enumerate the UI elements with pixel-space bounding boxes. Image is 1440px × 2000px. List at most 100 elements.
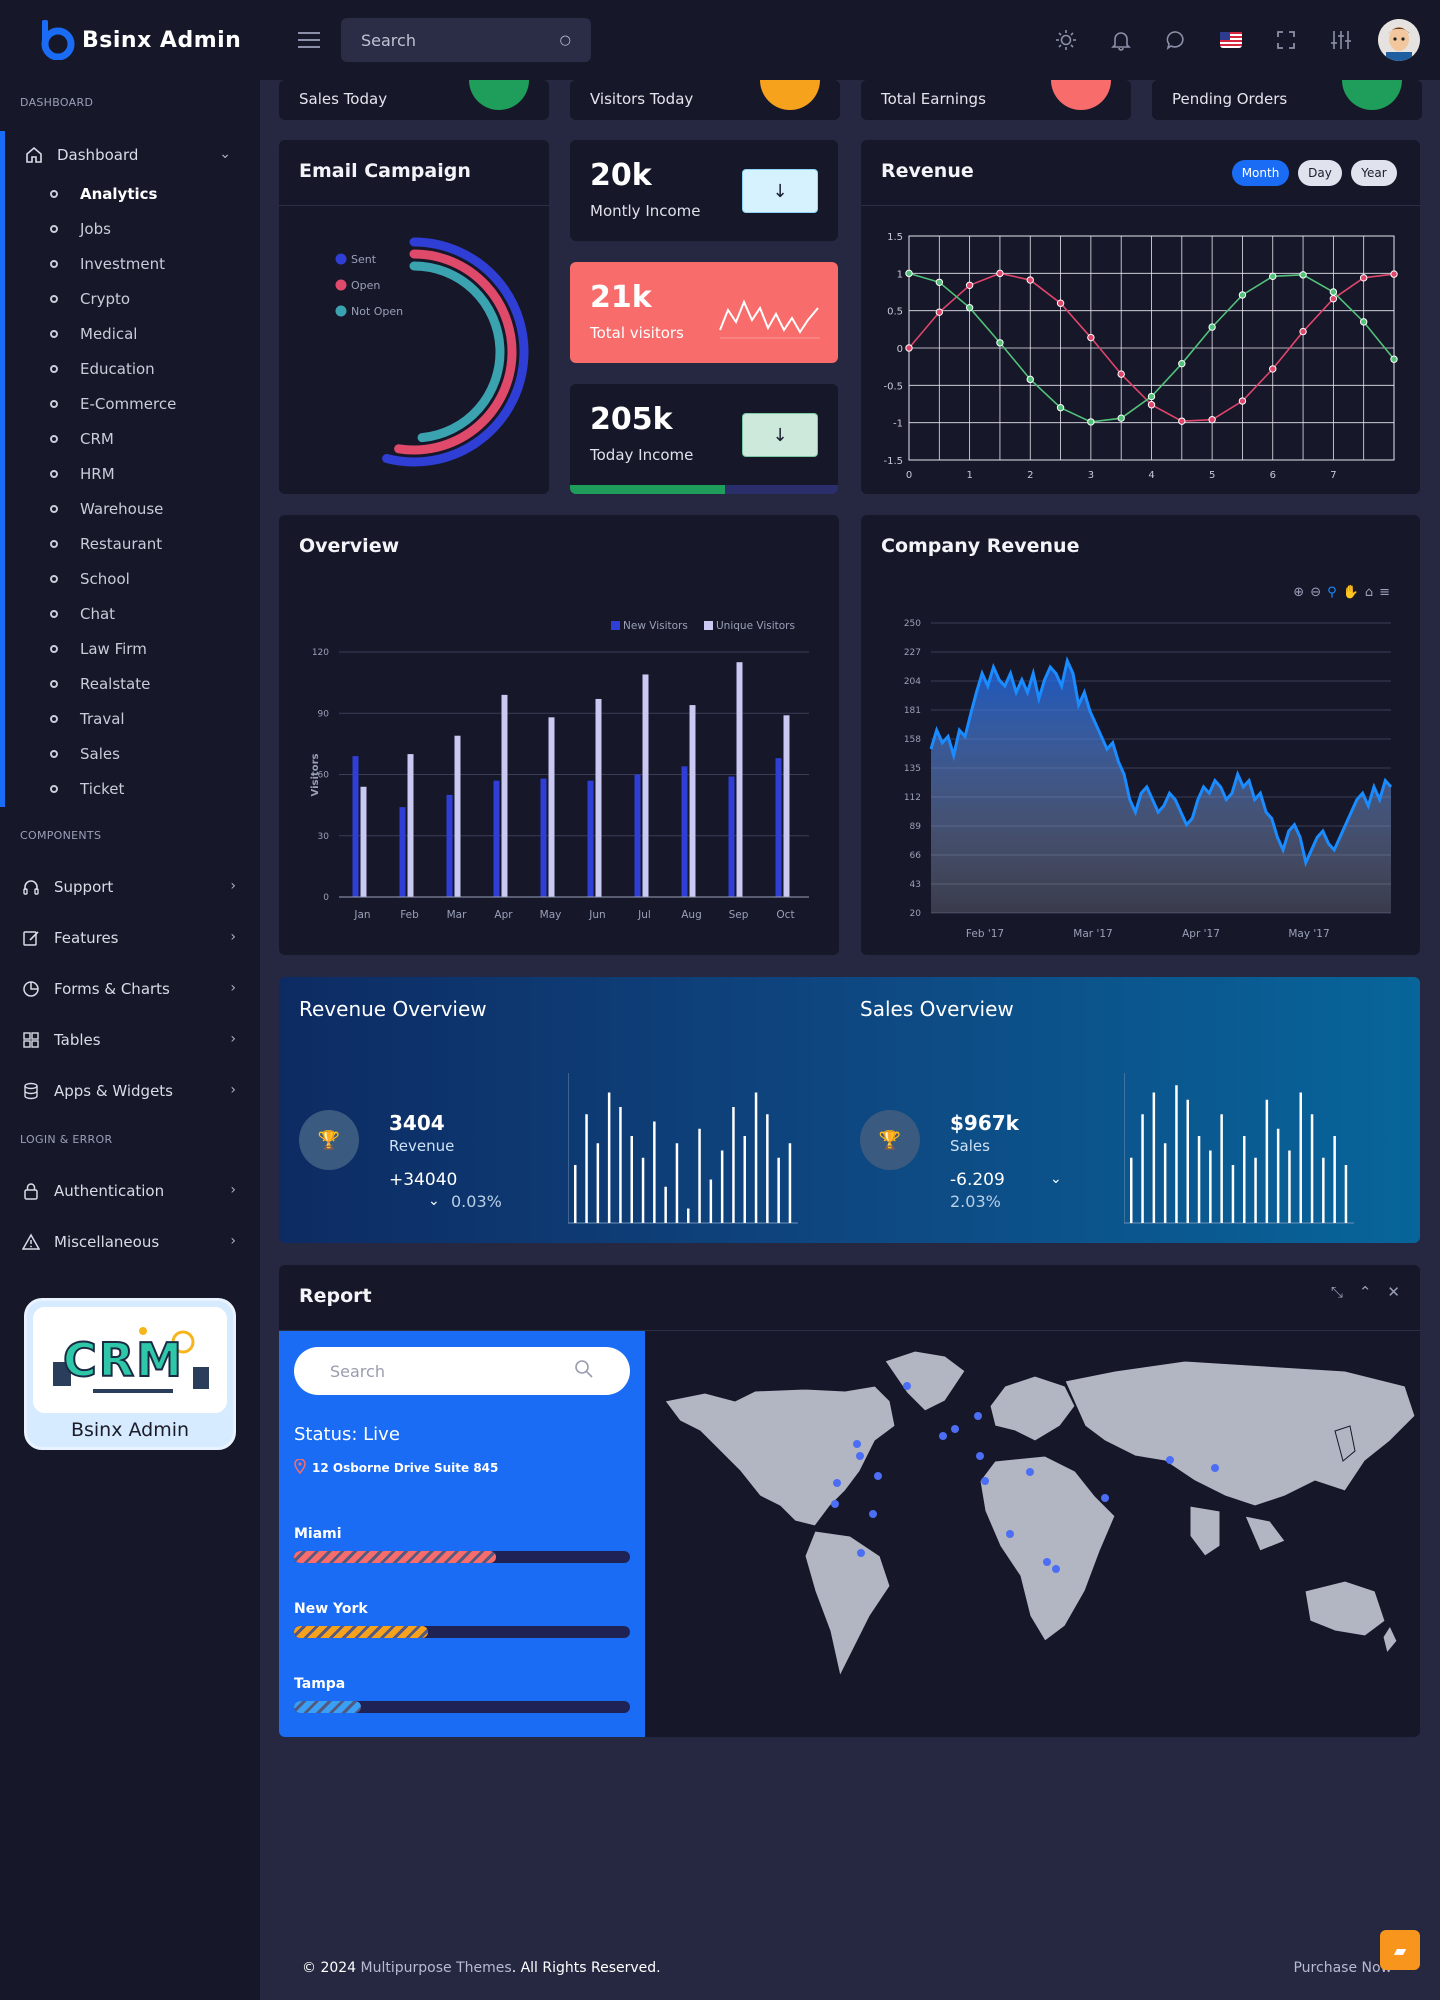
menu-icon[interactable]: ≡ <box>1379 585 1390 600</box>
land-mass <box>884 1350 966 1412</box>
home-icon[interactable]: ⌂ <box>1364 585 1374 600</box>
footer-brand-link[interactable]: Multipurpose Themes <box>360 1960 512 1976</box>
zoom-out-icon[interactable]: ⊖ <box>1310 585 1322 600</box>
sidebar-subitem-warehouse[interactable]: Warehouse <box>50 500 163 518</box>
user-avatar[interactable] <box>1378 19 1420 61</box>
tick-label: 227 <box>904 648 921 658</box>
sidebar-subitem-restaurant[interactable]: Restaurant <box>50 535 162 553</box>
data-point <box>1238 291 1247 299</box>
sidebar-item-authentication[interactable]: Authentication › <box>22 1182 236 1200</box>
purchase-link[interactable]: Purchase Now <box>1293 1960 1392 1976</box>
data-point <box>965 281 974 289</box>
filter-month[interactable]: Month <box>1232 160 1289 186</box>
settings-sliders-icon[interactable] <box>1313 18 1368 62</box>
stat-label: Sales Today <box>299 90 388 108</box>
map-pin-icon <box>294 1458 306 1477</box>
sidebar-subitem-law-firm[interactable]: Law Firm <box>50 640 147 658</box>
report-sidebar: Search Status: Live 12 Osborne Drive Sui… <box>279 1331 645 1737</box>
land-mass <box>1304 1580 1386 1637</box>
chat-fab-button[interactable]: ▰ <box>1380 1930 1420 1970</box>
tick-label: May <box>540 909 562 921</box>
sidebar-subitem-ticket[interactable]: Ticket <box>50 780 124 798</box>
menu-toggle-icon[interactable] <box>298 32 320 48</box>
stat-label: Total Earnings <box>881 90 986 108</box>
filter-year[interactable]: Year <box>1351 160 1397 186</box>
expand-icon[interactable]: ⤡ <box>1330 1283 1343 1301</box>
map-marker <box>1026 1468 1034 1476</box>
report-search-input[interactable]: Search <box>294 1347 630 1395</box>
fullscreen-icon[interactable] <box>1258 18 1313 62</box>
stat-label: Visitors Today <box>590 90 694 108</box>
spark-bar <box>630 1136 633 1223</box>
spark-bar <box>619 1107 622 1223</box>
sidebar-subitem-hrm[interactable]: HRM <box>50 465 115 483</box>
sidebar-subitem-crm[interactable]: CRM <box>50 430 114 448</box>
sidebar-subitem-school[interactable]: School <box>50 570 130 588</box>
arrow-down-icon: ↓ <box>772 424 788 446</box>
bullet-icon <box>50 785 58 793</box>
sidebar-item-apps-widgets[interactable]: Apps & Widgets › <box>22 1082 236 1100</box>
pan-icon[interactable]: ✋ <box>1342 585 1359 600</box>
tick-label: 112 <box>904 793 921 803</box>
data-point <box>1087 418 1095 426</box>
database-icon <box>22 1082 40 1100</box>
sidebar-item-support[interactable]: Support › <box>22 878 236 896</box>
sidebar-subitem-sales[interactable]: Sales <box>50 745 120 763</box>
sidebar-subitem-investment[interactable]: Investment <box>50 255 165 273</box>
chevron-right-icon: › <box>230 878 236 894</box>
city-progress-track <box>294 1701 630 1713</box>
close-icon[interactable]: ✕ <box>1387 1283 1400 1301</box>
sidebar-subitem-crypto[interactable]: Crypto <box>50 290 130 308</box>
bar-new-visitors <box>728 776 735 897</box>
sidebar-subitem-education[interactable]: Education <box>50 360 155 378</box>
download-button[interactable]: ↓ <box>742 169 818 213</box>
edit-icon <box>22 929 40 947</box>
collapse-icon[interactable]: ⌃ <box>1358 1283 1372 1301</box>
spark-bar <box>653 1121 656 1223</box>
sidebar-subitem-label: Realstate <box>80 675 151 693</box>
sidebar-subitem-medical[interactable]: Medical <box>50 325 137 343</box>
land-mass <box>979 1455 1116 1642</box>
world-map[interactable] <box>645 1331 1420 1737</box>
sidebar-subitem-chat[interactable]: Chat <box>50 605 115 623</box>
bullet-icon <box>50 330 58 338</box>
sales-overview-bars <box>1124 1073 1354 1224</box>
bell-icon[interactable] <box>1093 18 1148 62</box>
land-mass <box>1189 1505 1221 1557</box>
sidebar-subitem-label: Law Firm <box>80 640 147 658</box>
bullet-icon <box>50 260 58 268</box>
search-input[interactable]: Search ○ <box>341 18 591 62</box>
sidebar-subitem-realstate[interactable]: Realstate <box>50 675 150 693</box>
magnifier-icon[interactable]: ⚲ <box>1327 585 1337 600</box>
company-revenue-card: Company Revenue ⊕ ⊖ ⚲ ✋ ⌂ ≡ 250 227 204 181 158 13… <box>861 515 1420 955</box>
us-flag-icon[interactable] <box>1203 18 1258 62</box>
bullet-icon <box>50 575 58 583</box>
total-visitors-value: 21k <box>590 280 652 315</box>
sidebar-item-dashboard[interactable]: Dashboard ⌄ <box>25 146 231 164</box>
promo-card[interactable]: CRM Bsinx Admin <box>24 1298 236 1450</box>
section-login: LOGIN & ERROR <box>20 1133 113 1146</box>
chevron-down-icon: ⌄ <box>219 146 231 162</box>
city-name: New York <box>294 1601 368 1617</box>
tick-label: 1.5 <box>887 232 903 243</box>
sun-icon[interactable] <box>1038 18 1093 62</box>
app-logo[interactable]: Bsinx Admin <box>40 18 241 62</box>
tick-label: 0.5 <box>887 307 903 318</box>
sidebar-item-miscellaneous[interactable]: Miscellaneous › <box>22 1233 236 1251</box>
sidebar-item-forms-charts[interactable]: Forms & Charts › <box>22 980 236 998</box>
zoom-in-icon[interactable]: ⊕ <box>1293 585 1305 600</box>
sidebar-item-label: Features <box>54 929 119 947</box>
download-button[interactable]: ↓ <box>742 413 818 457</box>
spark-bar <box>1209 1150 1212 1223</box>
chat-icon[interactable] <box>1148 18 1203 62</box>
sales-change: -6.209 <box>950 1170 1005 1190</box>
sidebar-item-tables[interactable]: Tables › <box>22 1031 236 1049</box>
spark-bar <box>698 1128 701 1223</box>
sidebar-item-features[interactable]: Features › <box>22 929 236 947</box>
sidebar-subitem-jobs[interactable]: Jobs <box>50 220 111 238</box>
sidebar-subitem-traval[interactable]: Traval <box>50 710 125 728</box>
map-marker <box>974 1412 982 1420</box>
sidebar-subitem-e-commerce[interactable]: E-Commerce <box>50 395 176 413</box>
filter-day[interactable]: Day <box>1298 160 1342 186</box>
sidebar-subitem-analytics[interactable]: Analytics <box>50 185 157 203</box>
